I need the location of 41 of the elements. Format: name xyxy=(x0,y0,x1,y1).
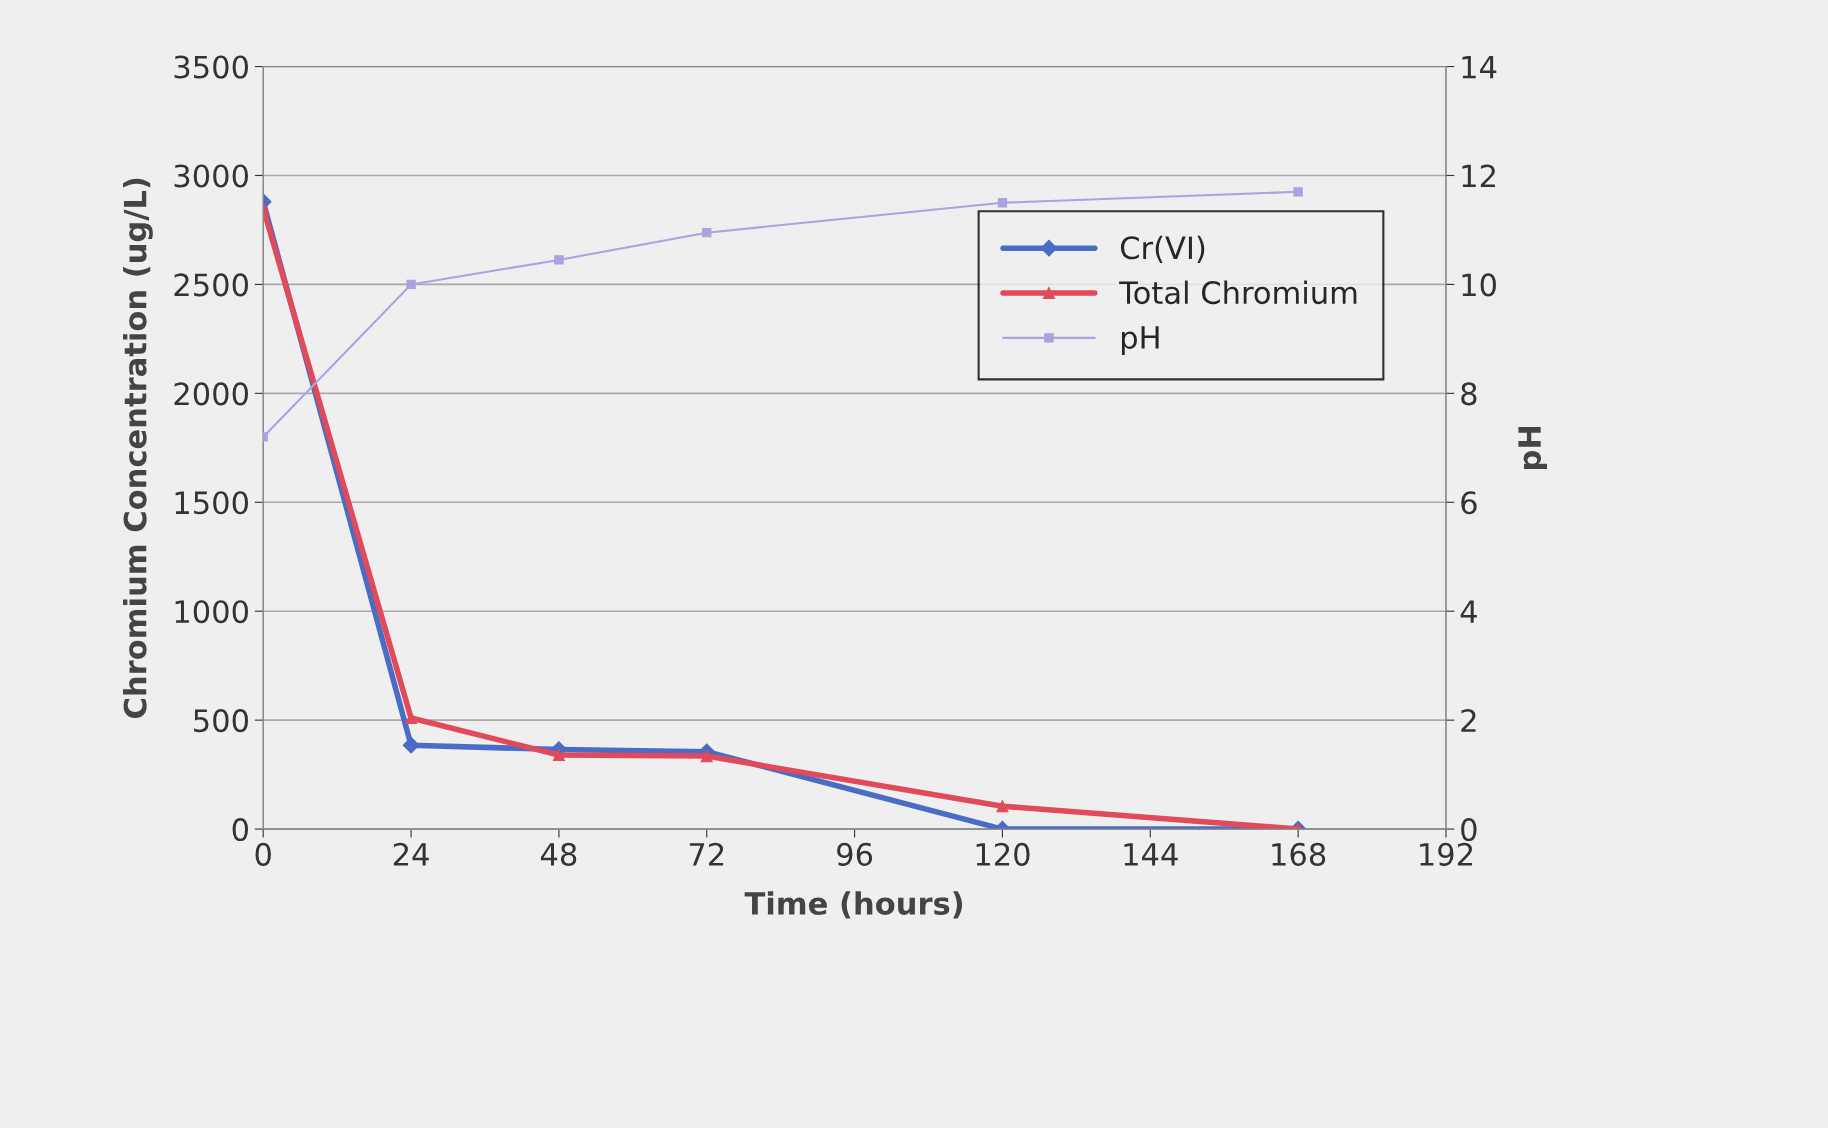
y2-tick-label: 10 xyxy=(1462,273,1496,297)
point xyxy=(702,227,712,238)
y-axis-title: Chromium Concentration (ug/L) xyxy=(123,178,153,719)
point xyxy=(405,711,418,725)
x-tick-label: 96 xyxy=(837,842,873,866)
y-tick-label: 2000 xyxy=(174,382,249,406)
x-tick-label: 48 xyxy=(540,842,577,866)
y-tick-label: 3000 xyxy=(174,164,249,188)
y2-tick-label: 0 xyxy=(1461,818,1477,842)
y2-tick-label: 8 xyxy=(1461,382,1477,406)
y-tick-label: 2500 xyxy=(174,273,249,297)
point xyxy=(406,279,416,290)
x-tick-label: 192 xyxy=(1420,842,1473,866)
x-tick-label: 72 xyxy=(689,842,724,866)
x-tick-label: 144 xyxy=(1124,843,1178,866)
y-tick-label: 1500 xyxy=(175,491,249,515)
x-tick-label: 120 xyxy=(976,842,1030,866)
y2-tick-label: 12 xyxy=(1462,164,1495,188)
y2-tick-label: 6 xyxy=(1461,491,1477,515)
y2-axis-title: pH xyxy=(1518,426,1548,469)
point xyxy=(997,198,1008,208)
y-tick-label: 0 xyxy=(232,818,249,842)
y2-tick-label: 4 xyxy=(1460,600,1477,623)
y-tick-label: 500 xyxy=(194,709,249,733)
point xyxy=(996,800,1009,813)
point xyxy=(402,736,420,754)
legend-label: Total Chromium xyxy=(1119,280,1357,305)
x-axis-title: Time (hours) xyxy=(744,891,963,919)
point xyxy=(700,750,713,763)
y-tick-label: 1000 xyxy=(175,600,249,624)
x-tick-label: 0 xyxy=(255,842,271,866)
y2-tick-label: 2 xyxy=(1461,709,1476,732)
legend-label: Cr(VI) xyxy=(1120,235,1205,263)
x-tick-label: 24 xyxy=(393,842,429,866)
point xyxy=(552,748,565,762)
x-tick-label: 168 xyxy=(1272,842,1326,866)
y-tick-label: 3500 xyxy=(174,55,249,79)
point xyxy=(554,255,564,265)
y2-tick-label: 14 xyxy=(1462,55,1497,79)
point xyxy=(1293,187,1303,197)
legend-label: pH xyxy=(1121,326,1159,355)
